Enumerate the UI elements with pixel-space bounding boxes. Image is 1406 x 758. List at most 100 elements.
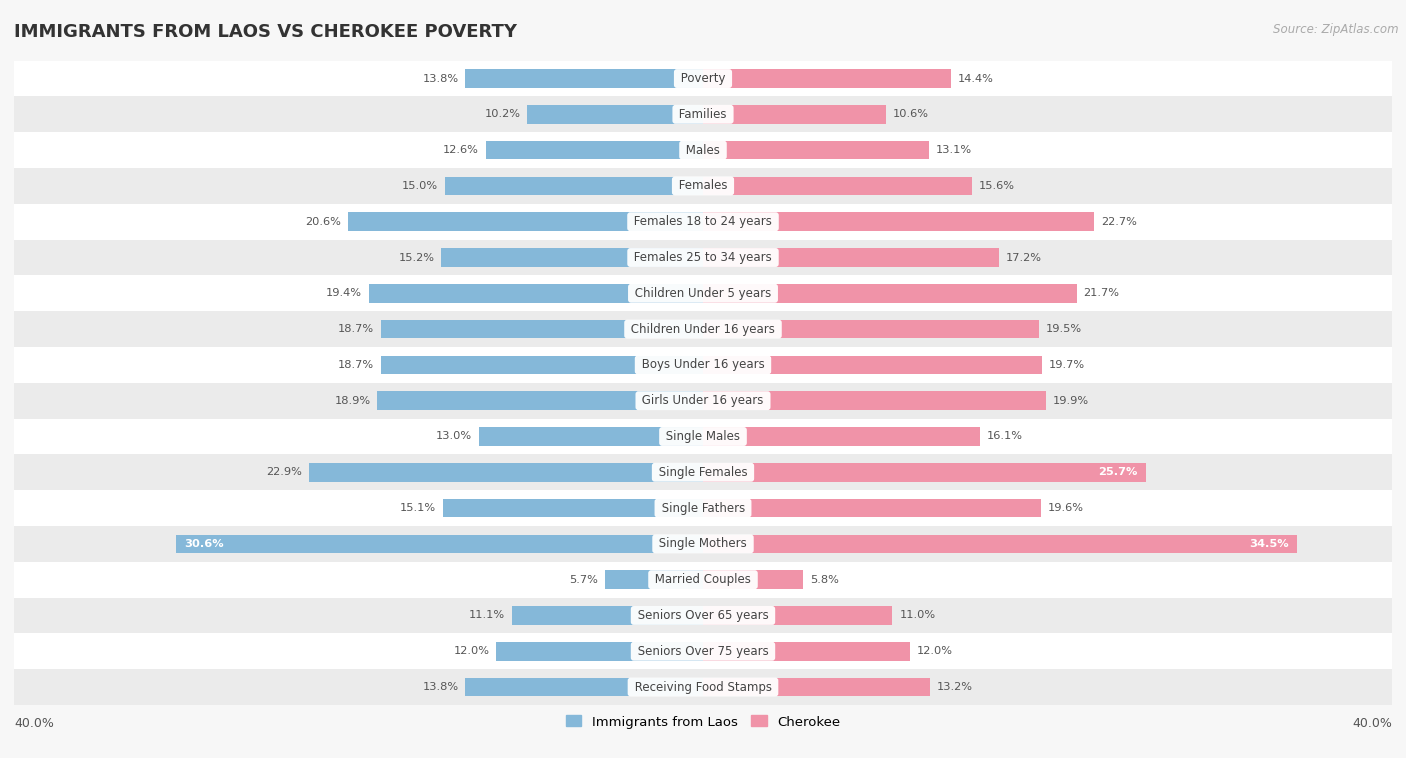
Text: 19.4%: 19.4% bbox=[326, 288, 361, 299]
Text: Boys Under 16 years: Boys Under 16 years bbox=[638, 359, 768, 371]
Text: 13.8%: 13.8% bbox=[422, 682, 458, 692]
Text: 12.0%: 12.0% bbox=[917, 647, 953, 656]
Bar bbox=[14, 312, 1392, 347]
Text: 30.6%: 30.6% bbox=[184, 539, 224, 549]
Bar bbox=[14, 96, 1392, 132]
Bar bbox=[443, 499, 703, 518]
Text: Children Under 5 years: Children Under 5 years bbox=[631, 287, 775, 300]
Bar bbox=[605, 570, 703, 589]
Bar bbox=[14, 204, 1392, 240]
Bar bbox=[444, 177, 703, 196]
Text: Families: Families bbox=[675, 108, 731, 121]
Bar bbox=[14, 132, 1392, 168]
Bar bbox=[14, 61, 1392, 96]
Bar bbox=[703, 606, 893, 625]
Text: 22.7%: 22.7% bbox=[1101, 217, 1136, 227]
Bar bbox=[377, 391, 703, 410]
Bar bbox=[441, 248, 703, 267]
Bar bbox=[703, 69, 950, 88]
Bar bbox=[14, 490, 1392, 526]
Bar bbox=[486, 141, 703, 159]
Text: 25.7%: 25.7% bbox=[1098, 467, 1137, 478]
Bar bbox=[14, 526, 1392, 562]
Text: Poverty: Poverty bbox=[676, 72, 730, 85]
Text: 15.0%: 15.0% bbox=[402, 181, 437, 191]
Text: 10.2%: 10.2% bbox=[485, 109, 520, 119]
Bar bbox=[14, 418, 1392, 454]
Text: Receiving Food Stamps: Receiving Food Stamps bbox=[631, 681, 775, 694]
Bar bbox=[465, 678, 703, 697]
Text: 12.6%: 12.6% bbox=[443, 145, 479, 155]
Text: 15.2%: 15.2% bbox=[398, 252, 434, 262]
Bar bbox=[14, 275, 1392, 312]
Bar bbox=[512, 606, 703, 625]
Bar bbox=[703, 570, 803, 589]
Text: 17.2%: 17.2% bbox=[1007, 252, 1042, 262]
Bar bbox=[703, 499, 1040, 518]
Text: 13.8%: 13.8% bbox=[422, 74, 458, 83]
Text: 40.0%: 40.0% bbox=[1353, 718, 1392, 731]
Bar bbox=[14, 562, 1392, 597]
Bar bbox=[14, 347, 1392, 383]
Bar bbox=[703, 284, 1077, 302]
Text: Males: Males bbox=[682, 143, 724, 157]
Text: 15.6%: 15.6% bbox=[979, 181, 1015, 191]
Text: 10.6%: 10.6% bbox=[893, 109, 928, 119]
Bar bbox=[465, 69, 703, 88]
Bar bbox=[14, 383, 1392, 418]
Text: 5.8%: 5.8% bbox=[810, 575, 838, 584]
Text: Females 25 to 34 years: Females 25 to 34 years bbox=[630, 251, 776, 264]
Text: 19.9%: 19.9% bbox=[1053, 396, 1088, 406]
Text: 18.7%: 18.7% bbox=[337, 360, 374, 370]
Bar bbox=[176, 534, 703, 553]
Text: 13.1%: 13.1% bbox=[935, 145, 972, 155]
Bar bbox=[703, 248, 1000, 267]
Bar bbox=[703, 678, 931, 697]
Bar bbox=[14, 669, 1392, 705]
Text: Source: ZipAtlas.com: Source: ZipAtlas.com bbox=[1274, 23, 1399, 36]
Text: Single Females: Single Females bbox=[655, 465, 751, 479]
Text: 18.7%: 18.7% bbox=[337, 324, 374, 334]
Bar bbox=[703, 428, 980, 446]
Text: 22.9%: 22.9% bbox=[266, 467, 302, 478]
Bar bbox=[381, 320, 703, 338]
Text: Married Couples: Married Couples bbox=[651, 573, 755, 586]
Text: 40.0%: 40.0% bbox=[14, 718, 53, 731]
Text: 11.0%: 11.0% bbox=[900, 610, 935, 621]
Bar bbox=[14, 634, 1392, 669]
Bar bbox=[14, 240, 1392, 275]
Bar bbox=[479, 428, 703, 446]
Text: Females: Females bbox=[675, 180, 731, 193]
Bar bbox=[527, 105, 703, 124]
Legend: Immigrants from Laos, Cherokee: Immigrants from Laos, Cherokee bbox=[560, 710, 846, 734]
Bar bbox=[381, 356, 703, 374]
Text: 34.5%: 34.5% bbox=[1249, 539, 1289, 549]
Text: 18.9%: 18.9% bbox=[335, 396, 371, 406]
Bar bbox=[703, 212, 1094, 231]
Bar bbox=[703, 320, 1039, 338]
Text: 14.4%: 14.4% bbox=[957, 74, 994, 83]
Text: Females 18 to 24 years: Females 18 to 24 years bbox=[630, 215, 776, 228]
Bar bbox=[349, 212, 703, 231]
Text: 11.1%: 11.1% bbox=[468, 610, 505, 621]
Text: Single Mothers: Single Mothers bbox=[655, 537, 751, 550]
Bar bbox=[703, 534, 1298, 553]
Text: 12.0%: 12.0% bbox=[453, 647, 489, 656]
Bar bbox=[703, 463, 1146, 481]
Text: 21.7%: 21.7% bbox=[1084, 288, 1119, 299]
Bar bbox=[308, 463, 703, 481]
Text: 13.0%: 13.0% bbox=[436, 431, 472, 441]
Text: 16.1%: 16.1% bbox=[987, 431, 1024, 441]
Text: 15.1%: 15.1% bbox=[399, 503, 436, 513]
Bar bbox=[14, 168, 1392, 204]
Text: Single Fathers: Single Fathers bbox=[658, 502, 748, 515]
Bar bbox=[703, 105, 886, 124]
Text: Single Males: Single Males bbox=[662, 430, 744, 443]
Text: 13.2%: 13.2% bbox=[938, 682, 973, 692]
Bar bbox=[368, 284, 703, 302]
Text: IMMIGRANTS FROM LAOS VS CHEROKEE POVERTY: IMMIGRANTS FROM LAOS VS CHEROKEE POVERTY bbox=[14, 23, 517, 41]
Text: Children Under 16 years: Children Under 16 years bbox=[627, 323, 779, 336]
Bar bbox=[703, 177, 972, 196]
Bar bbox=[496, 642, 703, 660]
Text: 19.7%: 19.7% bbox=[1049, 360, 1085, 370]
